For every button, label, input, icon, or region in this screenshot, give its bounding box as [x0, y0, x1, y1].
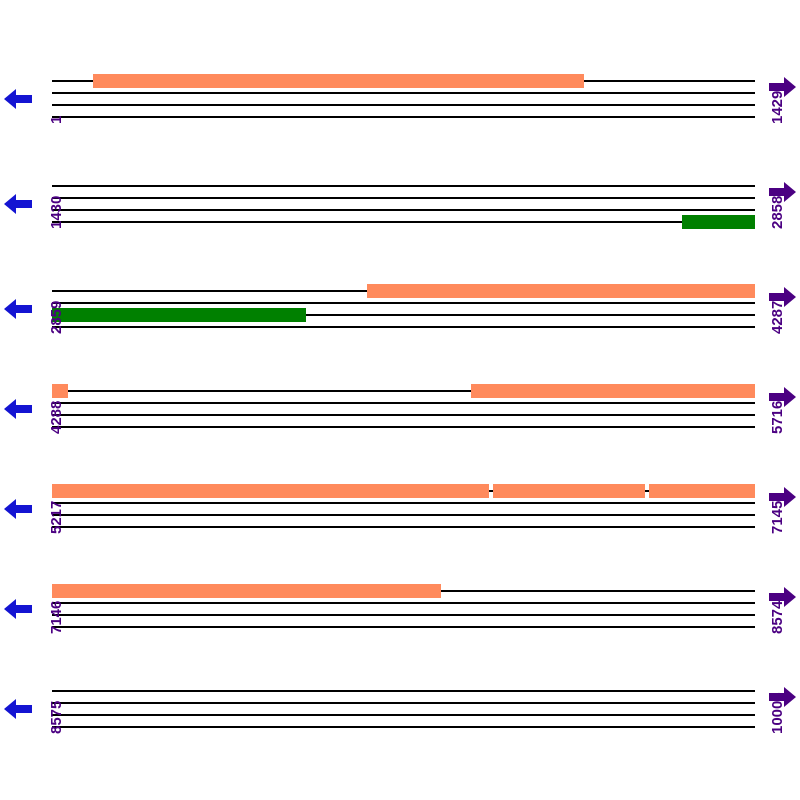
- row-start-label: 5217: [48, 500, 65, 534]
- orf-segment[interactable]: [52, 384, 68, 398]
- row-start-label: 8575: [48, 700, 65, 734]
- frame-line-3: [52, 116, 755, 118]
- frame-line-2: [52, 104, 755, 106]
- orf-segment[interactable]: [682, 215, 755, 229]
- frame-line-1: [52, 702, 755, 704]
- row-start-label: 4288: [48, 400, 65, 434]
- sequence-row: 8575 10003: [0, 687, 800, 790]
- frame-line-0: [52, 390, 755, 392]
- orf-segment[interactable]: [93, 74, 584, 88]
- sequence-row: 7146 8574: [0, 584, 800, 690]
- orf-segment[interactable]: [493, 484, 645, 498]
- orf-segment[interactable]: [649, 484, 755, 498]
- sequence-row: 4288 5716: [0, 384, 800, 490]
- orf-segment[interactable]: [367, 284, 755, 298]
- row-start-label: 2859: [48, 300, 65, 334]
- frame-line-3: [52, 326, 755, 328]
- orf-segment[interactable]: [52, 308, 306, 322]
- frame-line-2: [52, 614, 755, 616]
- row-start-label: 1: [48, 115, 65, 124]
- frame-line-3: [52, 626, 755, 628]
- sequence-row: 5217 7145: [0, 484, 800, 590]
- frame-line-2: [52, 514, 755, 516]
- frame-line-1: [52, 92, 755, 94]
- row-start-label: 1430: [48, 195, 65, 229]
- frame-line-1: [52, 502, 755, 504]
- orf-segment[interactable]: [52, 584, 441, 598]
- orf-segment[interactable]: [471, 384, 755, 398]
- row-start-label: 7146: [48, 600, 65, 634]
- frame-line-0: [52, 690, 755, 692]
- frame-line-2: [52, 314, 755, 316]
- frame-line-3: [52, 426, 755, 428]
- frame-line-2: [52, 714, 755, 716]
- sequence-row: 1 1429: [0, 74, 800, 180]
- frame-line-1: [52, 197, 755, 199]
- frame-line-3: [52, 726, 755, 728]
- frame-line-1: [52, 602, 755, 604]
- frame-line-2: [52, 209, 755, 211]
- frame-line-0: [52, 185, 755, 187]
- orf-segment[interactable]: [52, 484, 489, 498]
- frame-line-1: [52, 302, 755, 304]
- frame-line-3: [52, 221, 755, 223]
- frame-line-2: [52, 414, 755, 416]
- sequence-row: 1430 2858: [0, 182, 800, 285]
- frame-line-3: [52, 526, 755, 528]
- sequence-row: 2859 4287: [0, 284, 800, 390]
- frame-line-1: [52, 402, 755, 404]
